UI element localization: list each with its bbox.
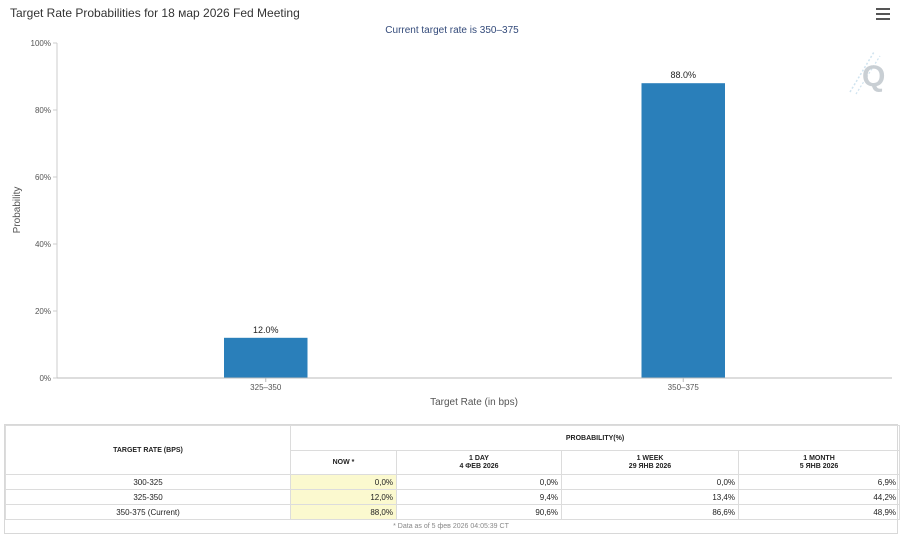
chart-subtitle: Current target rate is 350–375 (385, 25, 519, 36)
x-tick-label: 350–375 (668, 383, 700, 392)
column-header-date: 4 ФЕВ 2026 (459, 462, 499, 470)
probability-header: PROBABILITY(%) (289, 425, 900, 451)
table-row: 325-350 12,0% 9,4% 13,4% 44,2% (5, 489, 900, 505)
probability-cell: 48,9% (737, 504, 900, 520)
probability-cell: 44,2% (737, 489, 900, 505)
column-header: 1 WEEK 29 ЯНВ 2026 (561, 450, 739, 475)
table-row: 350-375 (Current) 88,0% 90,6% 86,6% 48,9% (5, 504, 900, 520)
column-header-date: 5 ЯНВ 2026 (799, 462, 839, 470)
target-rate-header: TARGET RATE (BPS) (5, 425, 291, 475)
q-logo-icon: Q (849, 51, 885, 95)
column-header: 1 MONTH 5 ЯНВ 2026 (737, 450, 900, 475)
y-tick-label: 100% (31, 39, 51, 48)
y-axis-title: Probability (12, 187, 23, 234)
y-tick-label: 0% (39, 374, 51, 383)
probability-cell: 88,0% (290, 504, 397, 520)
column-header-date: 29 ЯНВ 2026 (628, 462, 672, 470)
y-tick-label: 60% (35, 173, 51, 182)
bar-0 (224, 337, 308, 378)
probability-cell: 9,4% (396, 489, 562, 505)
y-tick-label: 20% (35, 307, 51, 316)
probability-cell: 12,0% (290, 489, 397, 505)
hamburger-menu-icon[interactable] (876, 8, 890, 20)
probability-table: TARGET RATE (BPS) PROBABILITY(%) NOW * 1 … (4, 424, 900, 534)
column-header: 1 DAY 4 ФЕВ 2026 (396, 450, 562, 475)
chart-title: Target Rate Probabilities for 18 мар 202… (10, 6, 300, 20)
data-timestamp-note: * Data as of 5 фев 2026 04:05:39 CT (393, 523, 509, 530)
chart-area: Target Rate Probabilities for 18 мар 202… (10, 6, 892, 408)
column-header-period: 1 WEEK (636, 454, 664, 462)
bars: 12.0% 88.0% (224, 70, 725, 378)
data-label: 88.0% (670, 70, 696, 80)
y-tick-label: 80% (35, 106, 51, 115)
svg-text:Q: Q (862, 60, 885, 93)
x-tick-label: 325–350 (250, 383, 282, 392)
bar-chart: Target Rate Probabilities for 18 мар 202… (10, 6, 892, 408)
probability-cell: 13,4% (561, 489, 739, 505)
x-axis-title: Target Rate (in bps) (430, 397, 518, 408)
bar-1 (641, 83, 725, 378)
column-header: NOW * (290, 450, 397, 475)
probability-cell: 90,6% (396, 504, 562, 520)
probability-cell: 0,0% (290, 474, 397, 490)
probability-cell: 0,0% (396, 474, 562, 490)
y-tick-label: 40% (35, 240, 51, 249)
target-rate-cell: 350-375 (Current) (5, 504, 291, 520)
column-header-period: NOW * (332, 458, 355, 466)
column-header-period: 1 MONTH (803, 454, 835, 462)
probability-cell: 6,9% (737, 474, 900, 490)
y-axis: 0% 20% 40% 60% 80% 100% (31, 39, 58, 383)
target-rate-cell: 325-350 (5, 489, 291, 505)
probability-cell: 86,6% (561, 504, 739, 520)
probability-cell: 0,0% (561, 474, 739, 490)
data-label: 12.0% (253, 325, 279, 335)
table-row: 300-325 0,0% 0,0% 0,0% 6,9% (5, 474, 900, 490)
column-header-period: 1 DAY (469, 454, 489, 462)
x-axis: 325–350 350–375 (57, 377, 892, 392)
target-rate-cell: 300-325 (5, 474, 291, 490)
